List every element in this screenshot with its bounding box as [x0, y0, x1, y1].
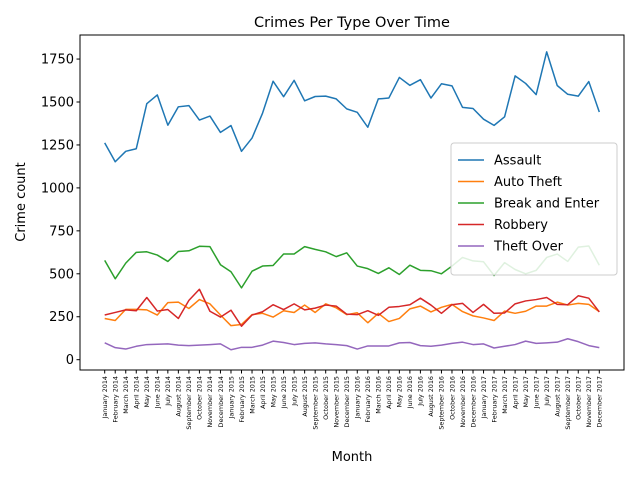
y-tick-label: 1750 — [41, 53, 74, 68]
x-tick-label: July 2014 — [164, 376, 172, 407]
x-tick-label: March 2016 — [375, 376, 383, 414]
x-tick-label: January 2017 — [480, 376, 488, 420]
chart-title: Crimes Per Type Over Time — [254, 15, 450, 31]
x-tick-label: October 2014 — [196, 376, 204, 420]
x-tick-label: November 2017 — [585, 376, 593, 428]
x-tick-label: October 2017 — [575, 376, 583, 420]
x-tick-label: January 2014 — [101, 376, 109, 420]
legend-label-auto-theft: Auto Theft — [494, 175, 562, 190]
x-tick-label: July 2015 — [290, 376, 298, 407]
x-tick-label: March 2015 — [248, 376, 256, 414]
x-tick-label: January 2016 — [354, 376, 362, 420]
x-tick-label: September 2016 — [438, 376, 446, 430]
x-tick-label: July 2017 — [543, 376, 551, 407]
legend-label-theft-over: Theft Over — [493, 240, 564, 255]
x-tick-label: March 2014 — [122, 376, 130, 414]
x-tick-label: November 2015 — [333, 376, 341, 428]
x-tick-label: December 2014 — [217, 376, 225, 427]
x-axis: January 2014 February 2014 March 2014 April… — [101, 370, 604, 430]
x-tick-label: December 2017 — [596, 376, 604, 427]
x-tick-label: May 2017 — [522, 376, 530, 408]
x-tick-label: May 2016 — [396, 376, 404, 408]
x-tick-label: May 2014 — [143, 376, 151, 408]
y-tick-label: 1500 — [41, 96, 74, 111]
x-tick-label: April 2017 — [511, 376, 519, 409]
x-tick-label: August 2015 — [301, 376, 309, 417]
y-axis: 0 250 500 750 1000 1250 1500 1750 — [41, 53, 80, 368]
x-tick-label: September 2015 — [311, 376, 319, 430]
legend: Assault Auto Theft Break and Enter Robbery T… — [450, 142, 618, 276]
x-tick-label: November 2014 — [206, 376, 214, 428]
x-tick-label: June 2017 — [532, 376, 540, 409]
x-tick-label: February 2015 — [238, 376, 246, 423]
x-tick-label: March 2017 — [501, 376, 509, 414]
series-line-auto-theft — [104, 298, 600, 327]
x-tick-label: January 2015 — [227, 376, 235, 420]
y-tick-label: 1000 — [41, 181, 74, 196]
x-tick-label: February 2016 — [364, 376, 372, 423]
x-tick-label: April 2014 — [133, 376, 141, 409]
plot-frame — [79, 34, 625, 371]
y-axis-label: Crime count — [14, 162, 29, 242]
x-tick-label: October 2015 — [322, 376, 330, 420]
x-tick-label: June 2015 — [280, 376, 288, 409]
x-tick-label: May 2015 — [269, 376, 277, 408]
legend-label-break-and-enter: Break and Enter — [494, 197, 600, 212]
legend-label-robbery: Robbery — [494, 218, 548, 233]
x-tick-label: July 2016 — [417, 376, 425, 407]
x-tick-label: April 2016 — [385, 376, 393, 409]
x-tick-label: September 2014 — [185, 376, 193, 430]
y-tick-label: 250 — [49, 310, 74, 325]
x-tick-label: August 2014 — [175, 376, 183, 417]
x-axis-label: Month — [332, 450, 373, 465]
x-tick-label: September 2017 — [564, 376, 572, 430]
series-line-assault — [104, 51, 601, 163]
legend-label-assault: Assault — [494, 154, 541, 169]
x-tick-label: February 2014 — [112, 376, 120, 423]
y-tick-label: 0 — [66, 353, 74, 368]
x-tick-label: December 2016 — [469, 376, 477, 427]
y-tick-label: 500 — [49, 267, 74, 282]
x-tick-label: August 2017 — [554, 376, 562, 417]
y-tick-label: 750 — [49, 224, 74, 239]
legend-box — [450, 142, 618, 276]
x-tick-label: June 2014 — [154, 376, 162, 409]
x-tick-label: November 2016 — [459, 376, 467, 428]
x-tick-label: June 2016 — [406, 376, 414, 409]
series-line-robbery — [104, 288, 600, 327]
x-tick-label: February 2017 — [490, 376, 498, 423]
x-tick-label: December 2015 — [343, 376, 351, 427]
x-tick-label: August 2016 — [427, 376, 435, 417]
y-tick-label: 1250 — [41, 138, 74, 153]
x-tick-label: October 2016 — [448, 376, 456, 420]
series-line-theft-over — [104, 337, 600, 351]
x-tick-label: April 2015 — [259, 376, 267, 409]
